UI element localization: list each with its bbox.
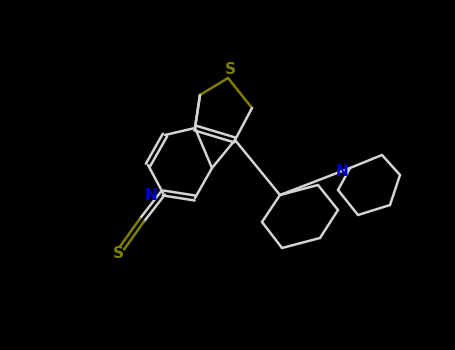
Text: S: S <box>112 245 123 260</box>
Text: S: S <box>224 63 236 77</box>
Text: N: N <box>145 188 157 203</box>
Text: N: N <box>336 164 349 180</box>
